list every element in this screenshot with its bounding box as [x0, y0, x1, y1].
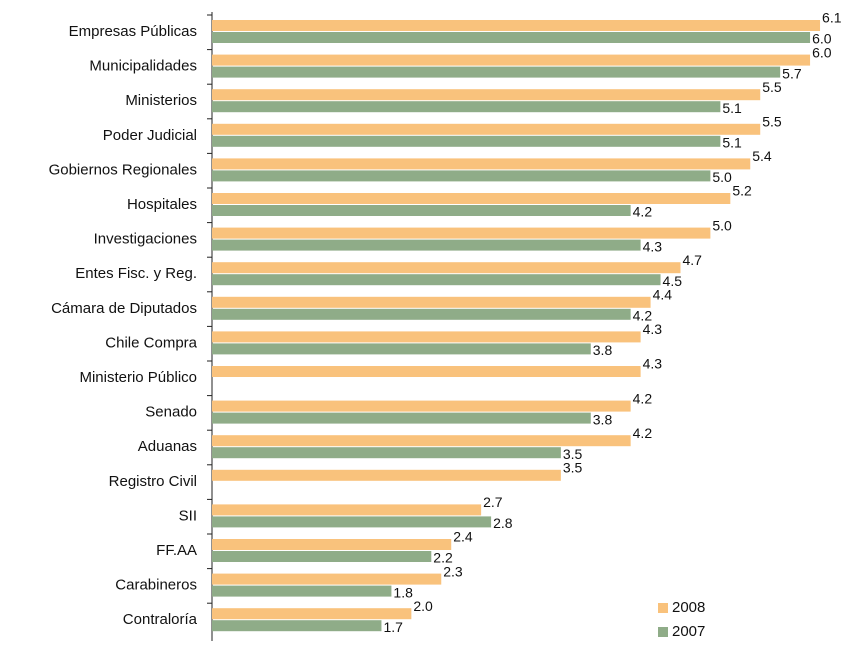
value-label: 2.7 — [483, 494, 503, 510]
bar — [212, 274, 661, 286]
value-label: 2.4 — [453, 529, 473, 545]
category-label: FF.AA — [156, 542, 197, 559]
bar — [212, 227, 711, 239]
bar — [212, 504, 482, 516]
value-label: 4.2 — [633, 390, 653, 406]
bar — [212, 585, 392, 597]
bar — [212, 89, 761, 101]
bar — [212, 412, 591, 424]
value-label: 3.8 — [593, 342, 613, 358]
value-label: 5.2 — [732, 183, 752, 199]
value-label: 4.7 — [682, 252, 702, 268]
category-label: SII — [179, 507, 197, 524]
legend-swatch — [658, 603, 668, 613]
bar — [212, 620, 382, 632]
bar — [212, 135, 721, 147]
bar — [212, 262, 681, 274]
category-label: Empresas Públicas — [69, 23, 197, 40]
value-label: 5.0 — [712, 217, 732, 233]
bar — [212, 447, 561, 459]
bar — [212, 123, 761, 135]
value-label: 5.5 — [762, 79, 782, 95]
category-label: Contraloría — [123, 611, 198, 628]
value-label: 6.1 — [822, 10, 842, 26]
bar — [212, 343, 591, 355]
legend-swatch — [658, 627, 668, 637]
bar — [212, 158, 751, 170]
category-label: Hospitales — [127, 196, 197, 213]
bar — [212, 608, 412, 620]
value-label: 4.3 — [643, 321, 663, 337]
category-label: Ministerio Público — [79, 369, 197, 386]
category-label: Registro Civil — [109, 473, 197, 490]
value-label: 5.0 — [712, 169, 732, 185]
bar — [212, 170, 711, 182]
bar — [212, 366, 641, 377]
value-label: 2.2 — [433, 550, 453, 566]
bar — [212, 20, 821, 31]
bar — [212, 205, 631, 216]
bar — [212, 193, 731, 204]
category-label: Gobiernos Regionales — [49, 161, 197, 178]
category-label: Senado — [145, 404, 197, 421]
value-label: 2.8 — [493, 515, 513, 531]
bar — [212, 32, 811, 43]
value-label: 5.1 — [722, 135, 742, 151]
category-label: Municipalidades — [89, 58, 197, 75]
value-label: 3.8 — [593, 411, 613, 427]
bar — [212, 469, 561, 481]
value-label: 1.7 — [383, 619, 403, 635]
value-label: 2.3 — [443, 563, 463, 579]
value-label: 6.0 — [812, 31, 832, 47]
value-label: 4.2 — [633, 425, 653, 441]
value-label: 6.0 — [812, 44, 832, 60]
category-label: Ministerios — [125, 92, 197, 109]
value-label: 4.3 — [643, 356, 663, 372]
legend-label: 2007 — [672, 623, 705, 640]
category-label: Cámara de Diputados — [51, 300, 197, 317]
value-label: 5.5 — [762, 114, 782, 130]
bar — [212, 539, 452, 550]
bar — [212, 573, 442, 585]
value-label: 1.8 — [393, 584, 413, 600]
value-label: 5.4 — [752, 148, 772, 164]
bar — [212, 308, 631, 320]
category-label: Entes Fisc. y Reg. — [75, 265, 197, 282]
bar — [212, 516, 492, 528]
value-label: 4.5 — [663, 273, 683, 289]
value-label: 5.1 — [722, 100, 742, 116]
value-label: 4.2 — [633, 308, 653, 324]
value-label: 3.5 — [563, 460, 583, 476]
bar — [212, 551, 432, 562]
bar — [212, 239, 641, 251]
value-label: 5.7 — [782, 65, 802, 81]
bar — [212, 296, 651, 308]
value-label: 4.3 — [643, 238, 663, 254]
category-label: Poder Judicial — [103, 127, 197, 144]
bar — [212, 435, 631, 447]
bar — [212, 54, 811, 66]
category-label: Aduanas — [138, 438, 197, 455]
value-label: 4.4 — [653, 287, 673, 303]
bar — [212, 331, 641, 343]
value-label: 3.5 — [563, 446, 583, 462]
value-label: 2.0 — [413, 598, 433, 614]
value-label: 4.2 — [633, 204, 653, 220]
bar — [212, 66, 781, 78]
category-label: Carabineros — [115, 577, 197, 594]
legend-label: 2008 — [672, 599, 705, 616]
bar — [212, 101, 721, 113]
bar — [212, 400, 631, 412]
category-label: Chile Compra — [105, 334, 197, 351]
category-label: Investigaciones — [94, 231, 197, 248]
